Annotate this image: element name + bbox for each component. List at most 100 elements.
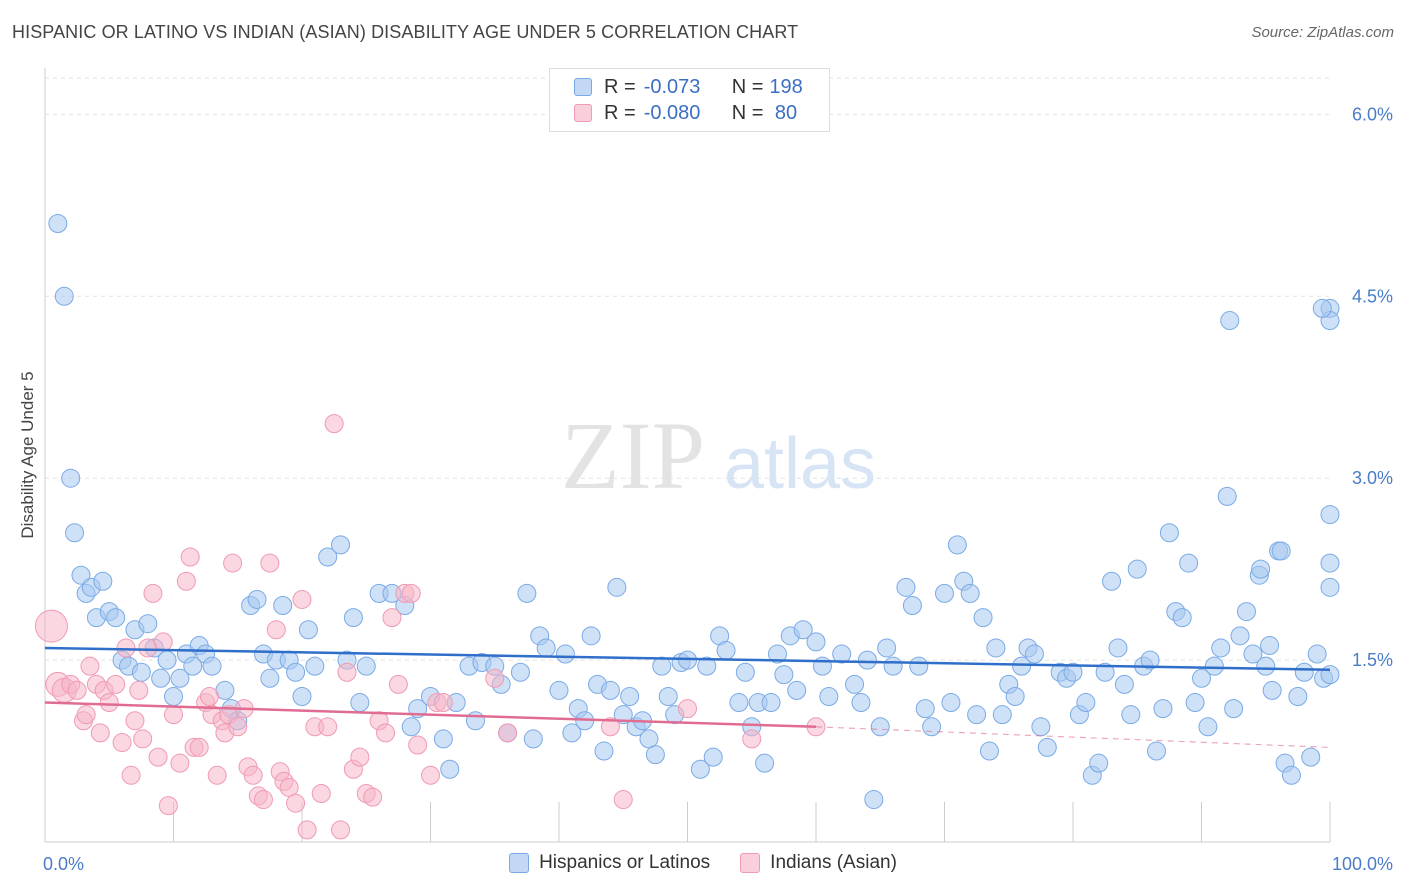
point-hispanics	[1230, 626, 1250, 646]
legend-row-indians: R = -0.080 N = 80	[574, 100, 797, 126]
point-hispanics	[947, 535, 967, 555]
point-indians	[331, 820, 351, 840]
point-hispanics	[202, 656, 222, 676]
point-indians	[199, 686, 219, 706]
point-indians	[76, 705, 96, 725]
point-hispanics	[652, 656, 672, 676]
point-hispanics	[350, 693, 370, 713]
point-hispanics	[1185, 693, 1205, 713]
series-legend-hispanics[interactable]: Hispanics or Latinos	[509, 852, 710, 874]
point-hispanics	[1102, 571, 1122, 591]
point-hispanics	[755, 753, 775, 773]
point-indians	[90, 723, 110, 743]
point-hispanics	[1260, 636, 1280, 656]
point-hispanics	[138, 614, 158, 634]
point-hispanics	[1320, 665, 1340, 685]
series-hispanics-points	[48, 214, 1340, 810]
watermark-atlas: atlas	[724, 424, 876, 504]
point-hispanics	[1301, 747, 1321, 767]
point-indians	[116, 638, 136, 658]
point-hispanics	[1281, 765, 1301, 785]
point-indians	[228, 717, 248, 737]
point-hispanics	[1320, 505, 1340, 525]
point-hispanics	[851, 693, 871, 713]
point-hispanics	[1288, 686, 1308, 706]
point-hispanics	[1121, 705, 1141, 725]
point-indians	[337, 662, 357, 682]
legend-row-hispanics: R = -0.073 N = 198	[574, 74, 803, 100]
point-hispanics	[941, 693, 961, 713]
tick-labels: 1.5% 3.0% 4.5% 6.0% 0.0% 100.0% Disability Age…	[18, 104, 1393, 874]
point-indians	[253, 790, 273, 810]
point-hispanics	[729, 693, 749, 713]
point-hispanics	[774, 665, 794, 685]
point-hispanics	[517, 583, 537, 603]
point-indians	[350, 747, 370, 767]
point-hispanics	[581, 626, 601, 646]
point-hispanics	[1243, 644, 1263, 664]
point-hispanics	[1307, 644, 1327, 664]
point-indians	[80, 656, 100, 676]
point-indians	[382, 608, 402, 628]
point-hispanics	[716, 640, 736, 660]
point-indians	[112, 733, 132, 753]
point-hispanics	[832, 644, 852, 664]
point-indians	[99, 693, 119, 713]
point-indians	[243, 765, 263, 785]
point-hispanics	[433, 729, 453, 749]
point-indians	[34, 609, 68, 643]
trend-line-indians	[44, 701, 817, 729]
chart-source: Source: ZipAtlas.com	[1251, 24, 1394, 41]
point-indians	[376, 723, 396, 743]
point-hispanics	[896, 577, 916, 597]
point-indians	[125, 711, 145, 731]
point-hispanics	[607, 577, 627, 597]
point-hispanics	[562, 723, 582, 743]
point-hispanics	[286, 662, 306, 682]
point-indians	[207, 765, 227, 785]
series-legend-indians[interactable]: Indians (Asian)	[740, 852, 897, 874]
point-hispanics	[164, 686, 183, 706]
point-indians	[164, 705, 183, 725]
point-hispanics	[1271, 541, 1291, 561]
point-indians	[189, 737, 209, 757]
point-indians	[292, 589, 312, 609]
point-indians	[121, 765, 141, 785]
point-indians	[286, 793, 306, 813]
x-tick-label: 100.0%	[1332, 854, 1393, 874]
y-tick-label: 6.0%	[1352, 104, 1393, 124]
point-hispanics	[298, 620, 318, 640]
legend-n-label: N =	[731, 75, 764, 98]
point-hispanics	[1114, 674, 1134, 694]
point-hispanics	[157, 650, 177, 670]
point-hispanics	[1095, 662, 1115, 682]
y-tick-label: 3.0%	[1352, 468, 1393, 488]
point-indians	[318, 717, 338, 737]
point-indians	[433, 693, 453, 713]
point-hispanics	[183, 656, 203, 676]
point-hispanics	[1211, 638, 1231, 658]
point-hispanics	[1320, 577, 1340, 597]
point-hispanics	[536, 638, 556, 658]
correlation-legend: R = -0.073 N = 198 R = -0.080 N = 80	[549, 68, 830, 132]
series-legend: Hispanics or Latinos Indians (Asian)	[0, 852, 1406, 874]
point-hispanics	[703, 747, 723, 767]
point-indians	[260, 553, 280, 573]
point-indians	[408, 735, 428, 755]
legend-r-label: R =	[604, 101, 636, 124]
point-indians	[297, 820, 317, 840]
point-hispanics	[690, 759, 710, 779]
point-hispanics	[260, 668, 280, 688]
point-indians	[106, 674, 126, 694]
point-hispanics	[793, 620, 813, 640]
point-indians	[311, 783, 331, 803]
point-hispanics	[594, 741, 614, 761]
legend-r-value: -0.080	[643, 101, 701, 124]
point-indians	[678, 699, 697, 719]
y-tick-label: 4.5%	[1352, 286, 1393, 306]
point-hispanics	[465, 711, 485, 731]
point-hispanics	[1224, 699, 1244, 719]
point-indians	[133, 729, 153, 749]
point-hispanics	[613, 705, 633, 725]
